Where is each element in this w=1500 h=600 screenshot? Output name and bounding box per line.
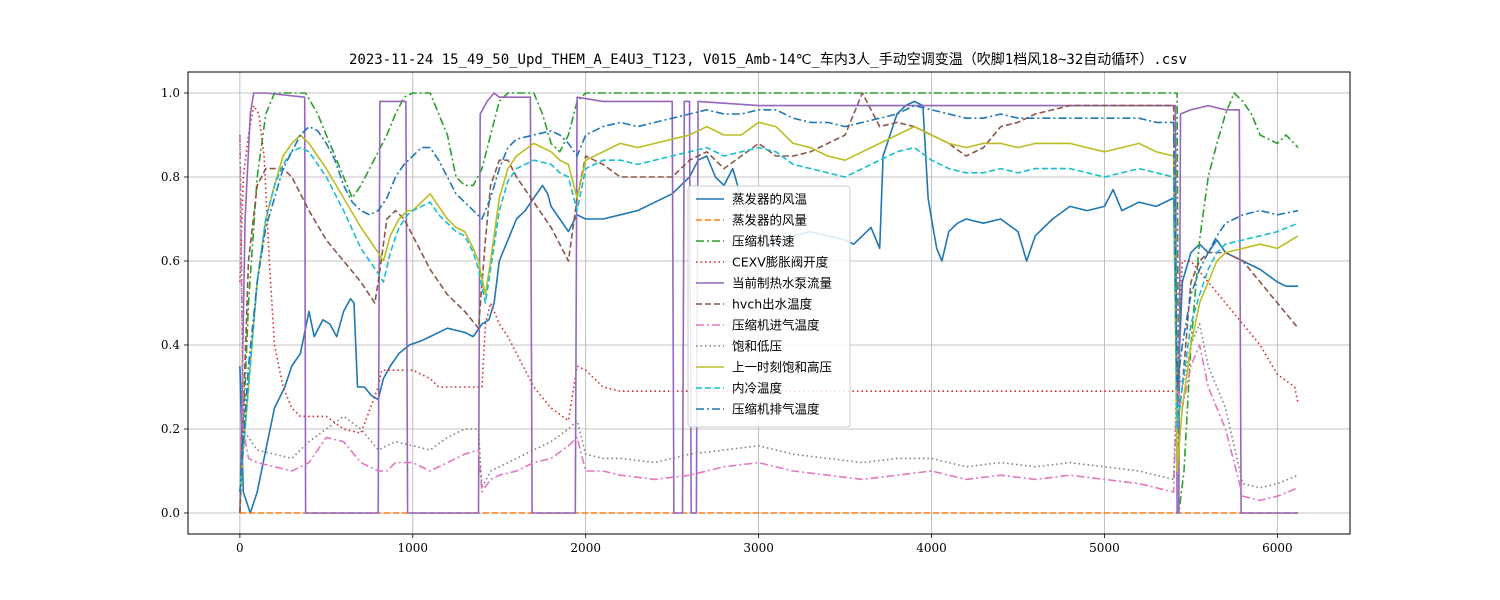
legend-entry: 饱和低压 (732, 339, 782, 354)
y-tick-label: 0.2 (161, 422, 180, 436)
x-tick-label: 0 (236, 541, 244, 555)
x-tick-label: 5000 (1089, 541, 1120, 555)
y-tick-label: 0.4 (161, 338, 180, 352)
x-tick-label: 3000 (743, 541, 774, 555)
series-line-8 (239, 134, 1299, 489)
y-tick-label: 0.0 (161, 506, 180, 520)
x-tick-label: 1000 (398, 541, 429, 555)
x-tick-label: 2000 (570, 541, 601, 555)
series-line-4 (239, 104, 1299, 434)
legend-entry: 压缩机进气温度 (732, 318, 820, 333)
series-line-6 (239, 92, 1299, 514)
legend-entry: hvch出水温度 (732, 297, 813, 312)
legend-entry: 蒸发器的风量 (732, 213, 807, 228)
y-tick-label: 0.8 (161, 170, 180, 184)
legend-entry: 压缩机排气温度 (732, 402, 820, 417)
legend-entry: 蒸发器的风温 (732, 192, 808, 207)
y-tick-label: 0.6 (161, 254, 180, 268)
plot-frame (187, 71, 1351, 535)
legend-box (687, 185, 851, 428)
legend-entry: CEXV膨胀阀开度 (732, 255, 829, 270)
series-line-10 (239, 146, 1299, 493)
x-tick-label: 4000 (916, 541, 947, 555)
legend-entry: 上一时刻饱和高压 (732, 360, 832, 375)
y-tick-label: 1.0 (161, 86, 180, 100)
axes: 0 1000 2000 3000 4000 5000 6000 0.0 0.2 0.4 0.6 0.8… (161, 71, 1351, 555)
chart-title: 2023-11-24 15_49_50_Upd_THEM_A_E4U3_T123… (349, 51, 1187, 68)
series-line-9 (239, 121, 1299, 493)
x-tick-label: 6000 (1262, 541, 1293, 555)
plot-area (239, 92, 1299, 514)
legend-entry: 压缩机转速 (732, 234, 795, 249)
legend-entry: 内冷温度 (732, 381, 783, 396)
series-line-3 (239, 92, 1299, 514)
legend-entry: 当前制热水泵流量 (732, 276, 832, 291)
series-line-11 (239, 104, 1299, 493)
series-line-5 (239, 92, 1299, 514)
series-line-1 (239, 100, 1299, 514)
